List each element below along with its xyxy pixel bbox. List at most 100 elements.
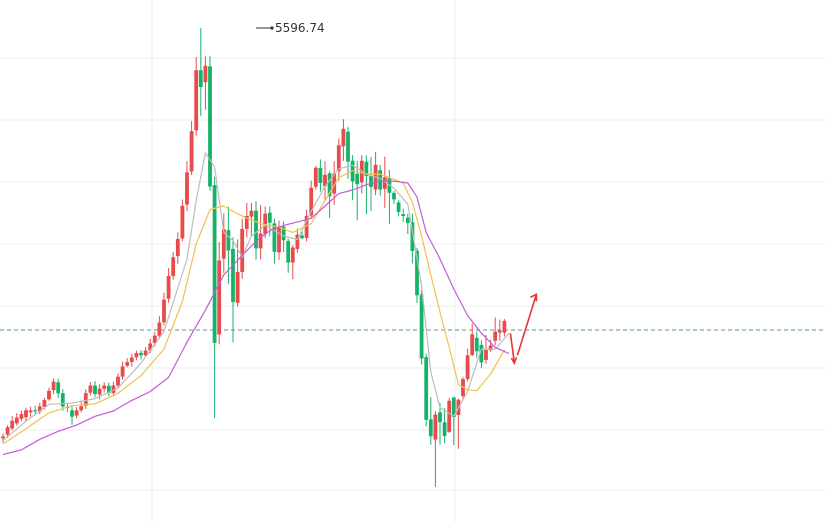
candle-body — [258, 233, 263, 249]
trend-arrows — [509, 293, 538, 366]
candle-body — [212, 185, 217, 343]
candle-body — [60, 393, 65, 407]
candle-up — [235, 239, 240, 307]
candle-body — [152, 335, 157, 344]
candle-up — [120, 361, 125, 380]
candle-down — [419, 289, 424, 365]
candle-up — [502, 319, 507, 337]
candle-up — [493, 317, 498, 346]
candle-up — [5, 425, 10, 438]
candle-body — [185, 172, 189, 205]
down-arrow-head — [510, 357, 518, 366]
candle-body — [143, 350, 148, 356]
candle-body — [369, 176, 373, 187]
candle-down — [442, 408, 447, 444]
candle-down — [479, 340, 484, 369]
candle-body — [221, 229, 226, 259]
candle-body — [189, 131, 194, 172]
candle-body — [295, 234, 300, 249]
candle-body — [272, 223, 277, 252]
candle-down — [286, 238, 291, 273]
candle-up — [143, 347, 148, 357]
candle-up — [175, 232, 180, 264]
candle-body — [231, 248, 235, 302]
candle-body — [336, 145, 341, 172]
candle-body — [433, 414, 438, 440]
candle-up — [24, 407, 28, 422]
up-arrow-head — [530, 293, 538, 302]
candle-body — [1, 436, 5, 439]
candle-down — [318, 159, 323, 192]
candle-body — [240, 228, 245, 273]
candle-body — [415, 250, 419, 296]
candle-up — [497, 319, 502, 341]
candle-up — [51, 378, 56, 395]
candle-body — [300, 235, 304, 239]
candle-down — [254, 201, 258, 260]
candle-body — [332, 173, 337, 194]
candle-body — [502, 320, 507, 333]
candle-up — [88, 382, 93, 396]
candle-body — [442, 422, 447, 436]
high-marker-dot — [270, 26, 274, 30]
candle-body — [37, 406, 42, 412]
candle-up — [47, 387, 51, 401]
candle-down — [231, 237, 235, 343]
down-arrow-shaft — [509, 333, 516, 364]
candle-body — [318, 167, 323, 183]
candle-up — [221, 213, 226, 273]
candle-body — [465, 355, 470, 379]
candle-down — [93, 381, 97, 398]
candles — [1, 28, 507, 487]
candle-body — [309, 187, 314, 216]
candle-body — [83, 393, 88, 406]
candle-body — [438, 412, 442, 423]
candle-body — [19, 413, 24, 419]
candle-body — [267, 212, 272, 223]
candle-body — [290, 247, 295, 263]
candle-up — [295, 228, 300, 253]
candle-body — [51, 381, 56, 391]
candle-down — [392, 190, 396, 205]
candle-down — [281, 221, 286, 253]
candle-body — [47, 390, 51, 400]
candle-down — [60, 389, 65, 411]
up-arrow-shaft — [516, 294, 538, 356]
high-marker-label: 5596.74 — [275, 21, 325, 35]
candle-up — [359, 155, 364, 194]
candle-down — [70, 406, 74, 425]
candle-down — [350, 155, 355, 200]
candle-body — [198, 70, 203, 87]
ma-mid-line — [2, 170, 505, 445]
candle-body — [263, 213, 268, 234]
candle-body — [410, 222, 415, 252]
candle-up — [470, 323, 475, 357]
candle-body — [217, 260, 222, 335]
candle-body — [116, 376, 120, 386]
candle-body — [479, 344, 484, 363]
candle-up — [341, 119, 346, 161]
candle-body — [175, 239, 180, 257]
candle-body — [97, 388, 102, 395]
candle-body — [235, 271, 240, 303]
candle-up — [194, 57, 199, 136]
candle-body — [148, 343, 153, 351]
candle-up — [74, 407, 79, 419]
candle-down — [208, 56, 212, 191]
candle-up — [488, 339, 493, 352]
ma-slow-line — [2, 180, 510, 456]
candle-body — [166, 275, 171, 299]
candle-body — [162, 299, 166, 323]
candle-body — [139, 352, 143, 356]
candle-down — [327, 171, 332, 218]
candle-down — [451, 396, 456, 446]
candle-up — [1, 433, 5, 443]
candle-up — [37, 403, 42, 415]
candle-up — [116, 373, 120, 389]
candle-up — [102, 382, 107, 393]
candle-body — [129, 357, 134, 363]
candle-body — [277, 226, 281, 253]
candle-body — [24, 410, 28, 418]
candle-body — [111, 385, 116, 393]
